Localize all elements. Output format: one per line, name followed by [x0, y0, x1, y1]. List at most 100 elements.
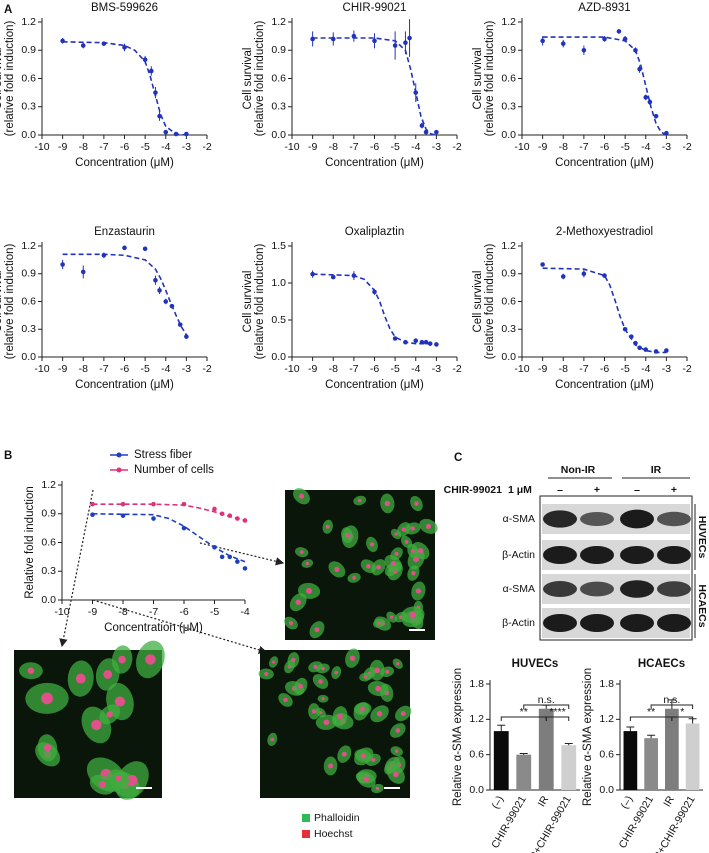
y-tick-label: 1.2 [501, 16, 516, 28]
y-tick-label: 0.0 [469, 784, 484, 796]
data-point [242, 518, 248, 523]
cell-line-label: HUVECs [696, 516, 708, 559]
x-tick-label: -2 [682, 363, 691, 375]
nucleus [376, 564, 381, 570]
y-tick-label: 1.8 [469, 678, 484, 690]
data-point [227, 554, 233, 560]
row-label: β-Actin [502, 549, 535, 561]
x-tick-label: -5 [140, 141, 149, 153]
x-tick-label: -10 [514, 141, 529, 153]
y-tick-label: 0.0 [21, 351, 36, 363]
y-tick-label: 0.6 [599, 748, 614, 760]
significance-bracket [671, 716, 694, 721]
nucleus [291, 657, 296, 663]
nucleus [395, 728, 401, 733]
nucleus [27, 667, 35, 674]
nucleus [385, 669, 390, 674]
nucleus [114, 696, 126, 707]
y-axis-label: Cell survival [0, 48, 4, 110]
data-point [581, 271, 587, 277]
data-point [633, 340, 638, 346]
data-point [622, 326, 628, 332]
x-tick-label: -8 [118, 606, 127, 618]
y-tick-label: 0.3 [501, 101, 516, 113]
y-tick-label: 0.6 [21, 72, 36, 84]
x-tick-label: -10 [34, 141, 49, 153]
western-blot: Non-IR IR CHIR-99021 1 μM – + – + α-SMA β-Act… [444, 464, 708, 641]
nucleus [425, 523, 432, 529]
y-tick-label: 1.2 [599, 713, 614, 725]
nucleus [264, 671, 269, 676]
y-tick-label: 0.6 [501, 295, 516, 307]
data-point [227, 513, 233, 518]
x-tick-label: -10 [514, 363, 529, 375]
lane-label: + [671, 484, 677, 496]
y-tick-label: 0.9 [271, 44, 286, 56]
data-point [330, 36, 336, 42]
y-tick-label: 0.3 [21, 323, 36, 335]
data-point [142, 57, 148, 62]
nucleus [401, 527, 406, 532]
band [580, 546, 614, 564]
y-tick-label: 0.6 [501, 72, 516, 84]
nucleus [404, 540, 409, 544]
nucleus [43, 744, 52, 752]
y-tick-label: 0.5 [271, 314, 286, 326]
nucleus [371, 757, 376, 763]
x-tick-label: -6 [370, 141, 379, 153]
data-point [407, 35, 412, 41]
data-point [643, 95, 649, 100]
data-point [540, 262, 545, 267]
data-point [163, 299, 169, 304]
legend-marker [116, 452, 122, 458]
lane-label: + [594, 484, 600, 496]
x-tick-label: -4 [161, 363, 170, 375]
data-point [163, 129, 169, 135]
bar [644, 738, 658, 790]
chart-title: AZD-8931 [578, 2, 630, 14]
data-point [351, 273, 357, 278]
nucleus [414, 501, 419, 506]
x-tick-label: -4 [411, 363, 420, 375]
significance-bracket [650, 704, 694, 709]
data-point [427, 341, 433, 346]
y-tick-label: 1.2 [21, 16, 36, 28]
y-tick-label: 0.6 [271, 72, 286, 84]
nucleus [103, 669, 113, 679]
data-point [153, 277, 158, 283]
data-point [434, 342, 439, 347]
x-tick-label: -5 [390, 363, 399, 375]
nucleus [352, 576, 356, 580]
x-tick-label: -2 [202, 141, 211, 153]
y-tick-label: 1.8 [599, 678, 614, 690]
y-axis-label: (relative fold induction) [4, 20, 16, 136]
bar [538, 708, 554, 790]
band [580, 512, 614, 526]
chart-title: 2-Methoxyestradiol [556, 226, 653, 238]
nucleus [374, 667, 380, 674]
x-tick-label: -6 [179, 606, 188, 618]
data-point [80, 43, 86, 48]
x-tick-label: IR [661, 794, 677, 809]
y-axis-label: (relative fold induction) [4, 243, 16, 359]
nucleus [311, 709, 317, 714]
data-point [372, 289, 377, 295]
x-tick-label: -10 [284, 141, 299, 153]
y-axis-label: (relative fold induction) [254, 20, 266, 136]
data-point [90, 501, 95, 507]
x-tick-label: -8 [559, 141, 568, 153]
x-tick-label: -3 [182, 141, 191, 153]
nucleus [118, 655, 126, 664]
nucleus [400, 710, 406, 716]
x-tick-label: -8 [559, 363, 568, 375]
x-tick-label: -5 [620, 363, 629, 375]
bar [665, 708, 679, 790]
fit-curve [312, 273, 437, 345]
y-axis-label: Relative α-SMA expression [452, 668, 464, 806]
panel-label: C [454, 452, 462, 464]
nucleus [376, 711, 383, 717]
y-tick-label: 0.0 [271, 351, 286, 363]
significance-label: n.s. [538, 694, 555, 706]
x-tick-label: -7 [99, 141, 108, 153]
arrow [59, 489, 94, 648]
